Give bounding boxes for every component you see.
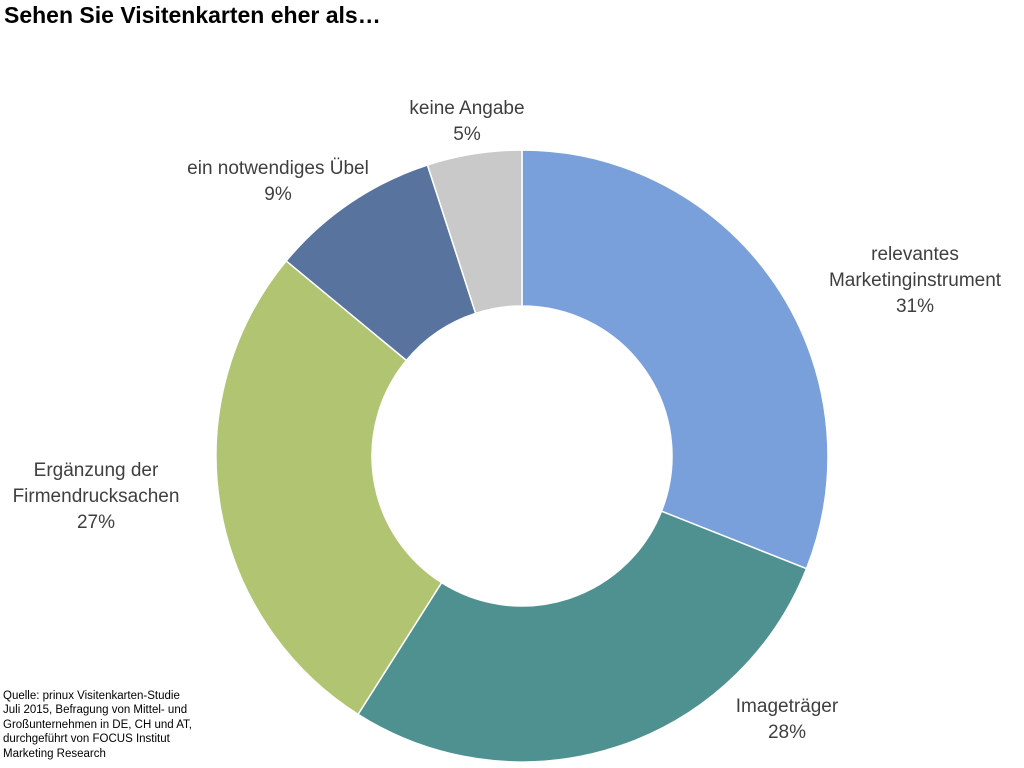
slice-label-2: Imageträger 28% (736, 696, 839, 743)
donut-slice-2 (357, 510, 808, 763)
slice-label-3: Ergänzung der Firmendrucksachen 27% (13, 460, 180, 533)
donut-slice-5 (426, 149, 523, 315)
donut-slice-1 (521, 149, 829, 570)
slice-label-1: relevantes Marketinginstrument 31% (829, 244, 1002, 317)
source-note: Quelle: prinux Visitenkarten-Studie Juli… (3, 690, 192, 760)
donut-slice-3 (215, 259, 443, 716)
slice-label-5: keine Angabe 5% (409, 98, 524, 145)
slice-label-4: ein notwendiges Übel 9% (187, 158, 369, 205)
chart-title: Sehen Sie Visitenkarten eher als… (4, 2, 381, 28)
